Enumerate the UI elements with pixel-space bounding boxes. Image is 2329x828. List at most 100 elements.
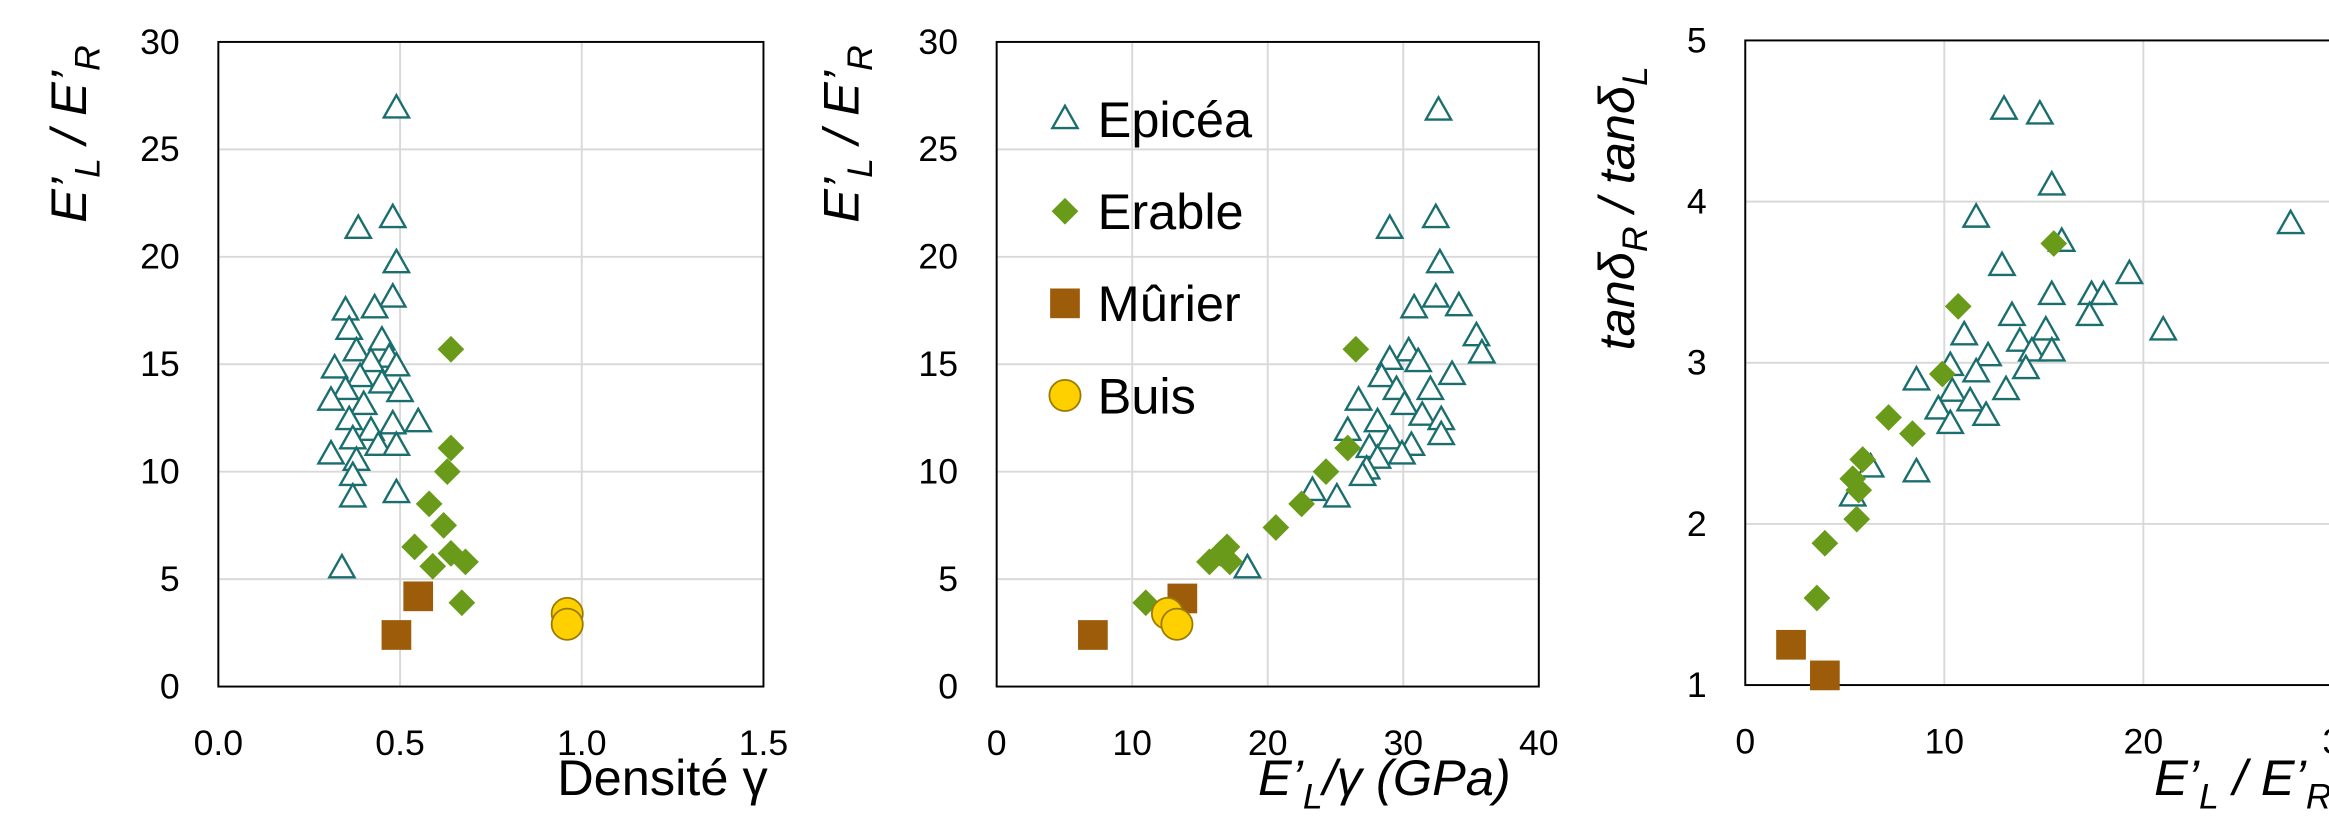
triangle-point <box>2074 300 2105 327</box>
triangle-point <box>2025 98 2055 125</box>
triangle-point <box>1403 346 1433 373</box>
axis-label-sub: L <box>840 158 880 178</box>
plot-frame <box>995 40 1540 688</box>
diamond-point <box>452 548 479 576</box>
triangle-point <box>1297 475 1328 502</box>
y-tick-label: 5 <box>160 559 180 599</box>
diamond-point <box>1899 420 1926 448</box>
triangle-point <box>334 404 364 431</box>
y-tick-label: 5 <box>938 559 958 599</box>
triangle-point <box>1375 344 1405 371</box>
triangle-point <box>1467 337 1497 364</box>
triangle-point <box>1347 460 1378 487</box>
axis-label-part: /γ (GPa) <box>1320 749 1511 806</box>
x-tick-label: 20 <box>1248 723 1288 763</box>
square-point <box>1810 660 1840 691</box>
diamond-point <box>430 512 458 539</box>
triangle-point <box>378 408 408 435</box>
axis-label-sub: R <box>840 45 880 71</box>
axis-label: E’L / E’R <box>40 45 107 222</box>
x-tick-label: 30 <box>1383 723 1423 763</box>
axis-label: Densité γ <box>557 749 768 806</box>
triangle-point <box>1923 393 1953 420</box>
triangle-point <box>1901 364 1932 391</box>
triangle-point <box>334 314 364 340</box>
triangle-point <box>1425 247 1455 274</box>
diamond-point <box>1288 490 1315 518</box>
diamond-point <box>415 490 443 518</box>
triangle-point <box>1375 423 1405 450</box>
legend-label: Epicéa <box>1098 91 1253 148</box>
triangle-point <box>1415 374 1446 401</box>
y-tick-label: 0 <box>160 666 180 706</box>
triangle-point <box>1366 361 1397 388</box>
square-point <box>1776 629 1806 660</box>
diamond-point <box>1216 548 1244 576</box>
triangle-point <box>381 477 412 504</box>
diamond-point <box>1843 505 1871 533</box>
triangle-point <box>330 374 361 401</box>
triangle-point <box>1362 406 1393 433</box>
axis-label-sub: R <box>68 45 108 71</box>
triangle-point <box>1375 213 1405 239</box>
axis-label: E’L/γ (GPa) <box>1258 749 1511 816</box>
x-tick-label: 40 <box>1519 723 1559 763</box>
triangle-point <box>1973 340 2003 367</box>
circle-point <box>1160 607 1194 641</box>
triangle-point <box>1961 356 1991 383</box>
triangle-point <box>381 350 412 377</box>
triangle-point <box>2088 279 2119 306</box>
axis-label-part: E’ <box>1258 749 1304 806</box>
diamond-point <box>1944 292 1972 320</box>
diamond-point <box>437 434 465 462</box>
diamond-point <box>1342 335 1370 363</box>
axis-label: E’L / E’R <box>813 45 880 222</box>
triangle-point <box>378 202 408 229</box>
x-tick-label: 0 <box>987 723 1007 763</box>
x-tick-label: 1.5 <box>739 723 789 763</box>
triangle-point <box>385 376 415 403</box>
diamond-point <box>437 335 465 363</box>
triangle-point <box>1989 93 2019 120</box>
diamond-point <box>1845 476 1873 504</box>
triangle-point <box>1426 419 1456 446</box>
axis-label-part: Densité γ <box>557 749 768 806</box>
triangle-point <box>1389 389 1420 416</box>
y-tick-label: 20 <box>140 237 180 277</box>
axis-label-part: E’ <box>40 177 97 223</box>
x-tick-label: 0.5 <box>375 723 425 763</box>
triangle-point <box>1407 400 1437 426</box>
triangle-point <box>1987 250 2017 277</box>
triangle-point <box>378 281 408 308</box>
legend-label: Buis <box>1098 367 1196 424</box>
x-tick-label: 1.0 <box>557 723 607 763</box>
axis-label-part: E’ <box>2154 749 2200 806</box>
legend-marker <box>1050 288 1080 319</box>
diamond-point <box>433 458 461 486</box>
triangle-point <box>1997 300 2027 327</box>
triangle-point <box>2148 314 2178 341</box>
y-tick-label: 10 <box>918 452 958 492</box>
chart: 1 2 3 4 5 0 10 20 30 <box>1687 20 2329 761</box>
diamond-point <box>2040 230 2068 257</box>
triangle-point <box>1387 438 1417 465</box>
axis-label-sub: L <box>2199 776 2219 816</box>
triangle-point <box>2275 208 2306 235</box>
y-tick-label: 0 <box>938 666 958 706</box>
triangle-point <box>403 406 433 433</box>
axis-label-sub: R <box>2306 776 2329 816</box>
triangle-point <box>1971 400 2001 427</box>
triangle-point <box>341 445 372 472</box>
axis-label-sub: L <box>68 158 108 178</box>
triangle-point <box>1935 408 1965 435</box>
triangle-point <box>381 247 412 274</box>
y-tick-label: 20 <box>918 237 958 277</box>
triangle-point <box>338 481 368 508</box>
y-tick-label: 5 <box>1687 20 1707 60</box>
triangle-point <box>1461 320 1492 347</box>
axis-label-part: / tanδ <box>1588 85 1645 226</box>
triangle-point <box>1232 552 1263 579</box>
triangle-point <box>1343 384 1374 411</box>
y-tick-label: 15 <box>140 344 180 384</box>
triangle-point <box>319 352 350 379</box>
